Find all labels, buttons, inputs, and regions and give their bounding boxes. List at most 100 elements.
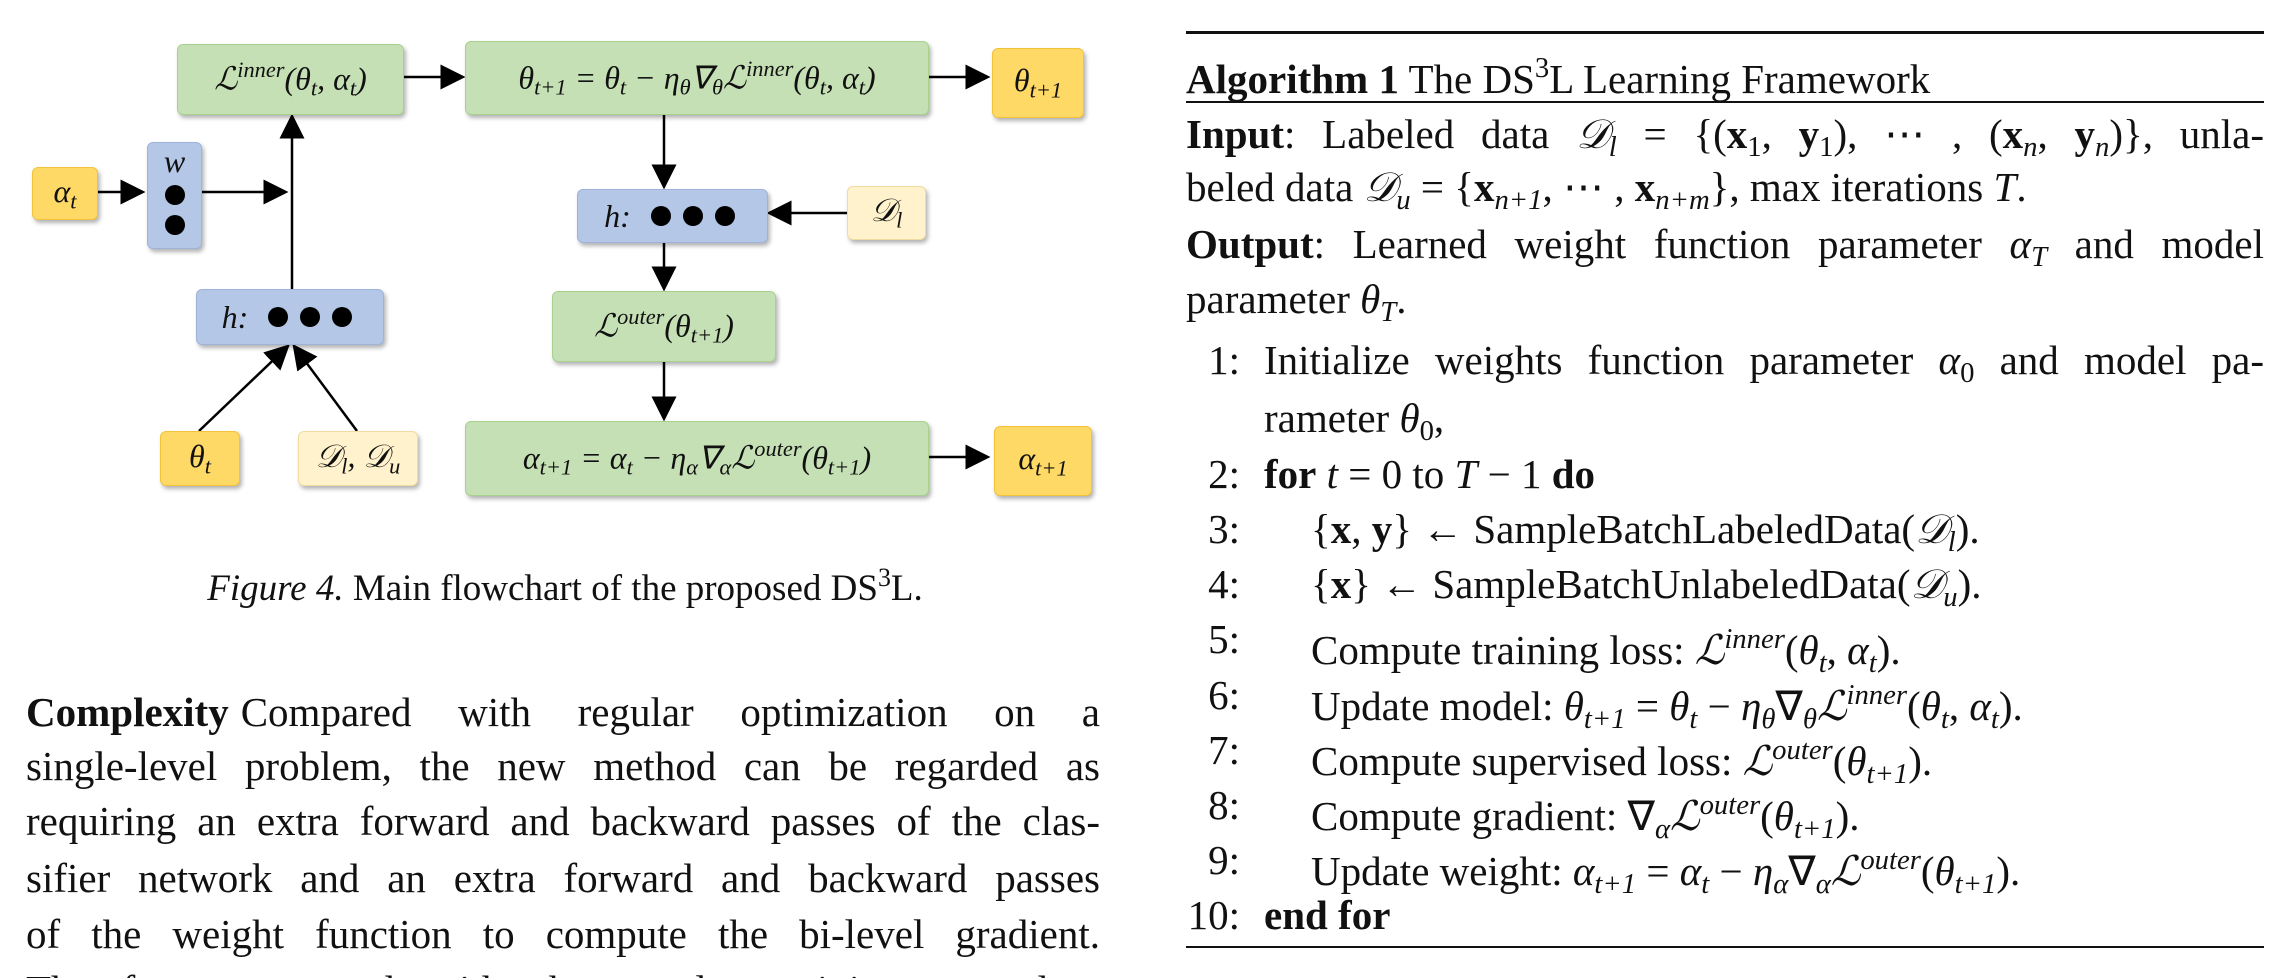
node-label: h: bbox=[604, 198, 631, 235]
text-run: ℒ bbox=[1830, 847, 1861, 894]
text-run: ( bbox=[1832, 737, 1847, 784]
flow-node: w bbox=[147, 142, 202, 249]
step-line: Compute gradient: ∇αℒouter(θt+1). bbox=[1311, 778, 1860, 845]
dot bbox=[332, 307, 353, 327]
arrows bbox=[96, 64, 991, 470]
text-run: θ bbox=[712, 74, 724, 100]
text-run: = bbox=[1625, 682, 1670, 729]
step-number: 5: bbox=[1208, 616, 1240, 662]
flow-node: h: bbox=[577, 189, 768, 243]
node-label: ℒouter(θt+1) bbox=[594, 304, 734, 349]
text-run bbox=[1316, 451, 1326, 497]
text-run: θ bbox=[1798, 626, 1819, 673]
text-run: α bbox=[1654, 812, 1671, 845]
text-run: x bbox=[1330, 561, 1352, 607]
text-run: ℒ bbox=[1816, 682, 1847, 729]
text-run: t+1 bbox=[1029, 77, 1063, 103]
text-run: inner bbox=[1846, 679, 1908, 711]
text-run: do bbox=[1551, 451, 1596, 497]
text-run: x bbox=[1726, 111, 1748, 157]
text-run: t bbox=[349, 75, 357, 101]
text-run: (θ bbox=[664, 307, 691, 344]
text-run: α bbox=[1773, 867, 1789, 900]
text-run: , 𝒟 bbox=[347, 437, 390, 474]
text-run: y bbox=[1371, 506, 1393, 552]
node-label: θt+1 = θt − ηθ∇θℒinner(θt, αt) bbox=[518, 56, 875, 101]
text-run: ∇ bbox=[690, 59, 713, 96]
step-number: 4: bbox=[1208, 561, 1240, 607]
text-run: ) bbox=[723, 307, 734, 344]
text: requiring an extra forward and backward … bbox=[26, 798, 1100, 844]
text-run: = bbox=[1636, 847, 1680, 894]
text-run: t+1 bbox=[1793, 812, 1836, 845]
step-line: Compute training loss: ℒinner(θt, αt). bbox=[1311, 612, 1901, 679]
text-run: u bbox=[1396, 184, 1411, 217]
text-run: ). bbox=[1957, 561, 1982, 607]
text: Compared with regular optimization on a bbox=[240, 689, 1100, 735]
paragraph-line: Complexity Compared with regular optimiza… bbox=[26, 685, 1100, 740]
text-run: 3 bbox=[1534, 52, 1550, 84]
text-run: θ bbox=[518, 59, 535, 96]
dot bbox=[268, 307, 289, 327]
text-run: ). bbox=[1835, 792, 1860, 839]
text-run: Compute gradient: ∇ bbox=[1311, 792, 1655, 839]
text-run: outer bbox=[1699, 789, 1761, 821]
text-run: : Labeled data bbox=[1284, 111, 1577, 157]
text-run: = α bbox=[572, 439, 627, 476]
algorithm-line: Input: Labeled data 𝒟l = {(x1, y1), ⋯ , … bbox=[1186, 107, 2264, 164]
text-run: η bbox=[1752, 847, 1774, 894]
text-run: t bbox=[310, 75, 318, 101]
text-run: ). bbox=[1876, 626, 1901, 673]
text-run: 𝒟 bbox=[1576, 111, 1609, 157]
text-run: 𝒟 bbox=[1915, 506, 1948, 552]
top-rule bbox=[1186, 31, 2264, 34]
text-run: ) bbox=[864, 59, 876, 96]
text-run: θ bbox=[1563, 682, 1584, 729]
text-run: x bbox=[1473, 164, 1495, 210]
text-run: α bbox=[522, 439, 540, 476]
text-run: : Learned weight function parameter bbox=[1313, 221, 2010, 267]
text-run: t bbox=[819, 74, 826, 100]
text-run: θ bbox=[1773, 792, 1794, 839]
text-run: T bbox=[1380, 296, 1397, 329]
text-run: Figure 4. bbox=[207, 568, 344, 610]
text-run: x bbox=[2002, 111, 2024, 157]
text-run: l bbox=[896, 207, 903, 233]
node-label: h: bbox=[222, 299, 249, 336]
text-run: ). bbox=[1996, 847, 2021, 894]
text-run: } ← SampleBatchLabeledData( bbox=[1392, 506, 1916, 552]
text-run: θ bbox=[679, 74, 691, 100]
node-label: αt+1 bbox=[1018, 440, 1067, 481]
text-run: 1 bbox=[1747, 131, 1762, 164]
text-run: (θ bbox=[801, 439, 828, 476]
text-run: t+1 bbox=[534, 74, 567, 100]
step-line: Compute supervised loss: ℒouter(θt+1). bbox=[1311, 723, 1932, 790]
flow-node: h: bbox=[196, 289, 384, 345]
text-run: , α bbox=[317, 60, 350, 97]
step-line: for t = 0 to T − 1 do bbox=[1264, 447, 1595, 502]
text-run: ( bbox=[1907, 682, 1921, 729]
step-line: {x} ← SampleBatchUnlabeledData(𝒟u). bbox=[1311, 557, 1982, 613]
step-number: 6: bbox=[1208, 672, 1240, 718]
text-run: { bbox=[1311, 506, 1331, 552]
flow-node: θt bbox=[160, 431, 240, 486]
text-run: n bbox=[2095, 131, 2110, 164]
section-heading: Complexity bbox=[26, 689, 229, 735]
node-label: αt bbox=[53, 173, 76, 214]
text-run: inner bbox=[237, 57, 285, 83]
text-run: t bbox=[70, 188, 77, 214]
text-run: − bbox=[1709, 847, 1753, 894]
step-line: {x, y} ← SampleBatchLabeledData(𝒟l). bbox=[1311, 502, 1980, 558]
text-run: t bbox=[1940, 702, 1949, 735]
text-run: y bbox=[1798, 111, 1820, 157]
text-run: Initialize weights function parameter bbox=[1264, 337, 1939, 383]
dot bbox=[164, 185, 185, 205]
text-run: . bbox=[1396, 276, 1407, 322]
text-run: t bbox=[858, 74, 865, 100]
text-run: , bbox=[2037, 111, 2075, 157]
text-run: α bbox=[686, 454, 699, 480]
text-run: outer bbox=[1860, 844, 1921, 876]
text-run: ). bbox=[1998, 682, 2023, 729]
text-run: θ bbox=[189, 437, 205, 474]
